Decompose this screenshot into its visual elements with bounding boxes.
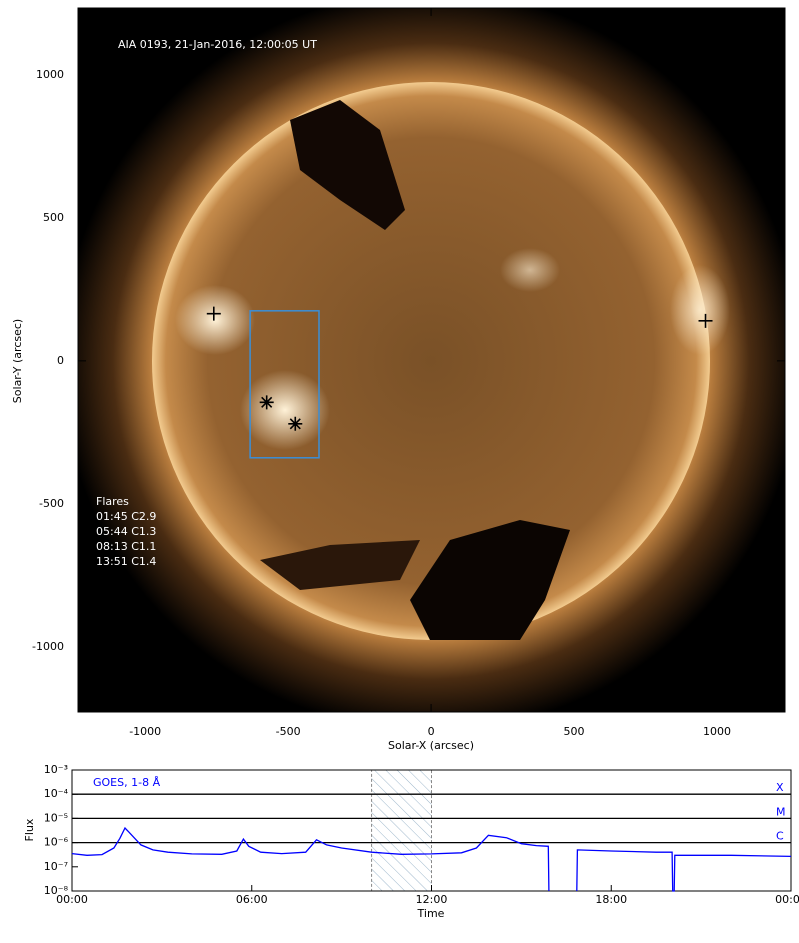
class-label: C [776,830,784,843]
y-axis-label: Solar-Y (arcsec) [11,319,24,403]
x-axis-label: Solar-X (arcsec) [388,739,474,752]
x-tick-label: 1000 [703,725,731,738]
y-tick-label: 10⁻⁵ [44,811,68,824]
y-axis-label: Flux [23,818,36,841]
class-label: M [776,805,786,818]
x-tick-label: -1000 [129,725,161,738]
flare-marker [259,395,274,410]
x-tick-label: 12:00 [416,893,448,906]
flare-annotation: 13:51 C1.4 [96,555,156,568]
flare-annotation: 08:13 C1.1 [96,540,156,553]
y-tick-label: 10⁻⁸ [44,884,69,897]
flare-annotation: 05:44 C1.3 [96,525,156,538]
x-tick-label: -500 [276,725,301,738]
x-tick-label: 0 [428,725,435,738]
legend: GOES, 1-8 Å [93,776,161,789]
y-tick-label: 10⁻⁶ [44,836,69,849]
y-tick-label: 10⁻⁴ [44,787,69,800]
y-tick-label: 500 [43,211,64,224]
flare-annotation: 01:45 C2.9 [96,510,156,523]
y-tick-label: 10⁻⁷ [44,860,68,873]
image-title: AIA 0193, 21-Jan-2016, 12:00:05 UT [118,38,317,51]
flare-annotation: Flares [96,495,129,508]
x-tick-label: 500 [564,725,585,738]
y-tick-label: 1000 [36,68,64,81]
y-tick-label: 0 [57,354,64,367]
region-box [249,310,320,459]
x-tick-label: 00:00 [56,893,88,906]
class-label: X [776,781,784,794]
y-tick-label: -500 [39,497,64,510]
x-tick-label: 06:00 [236,893,268,906]
solar-image [78,8,785,712]
x-tick-label: 18:00 [595,893,627,906]
flare-marker [288,416,303,431]
y-tick-label: -1000 [32,640,64,653]
x-axis-label: Time [417,907,445,920]
flux-line [71,826,792,892]
y-tick-label: 10⁻³ [44,763,68,776]
flare-marker [206,306,221,321]
flare-marker [698,313,713,328]
x-tick-label: 00:00 [775,893,799,906]
shaded-interval [371,769,433,892]
